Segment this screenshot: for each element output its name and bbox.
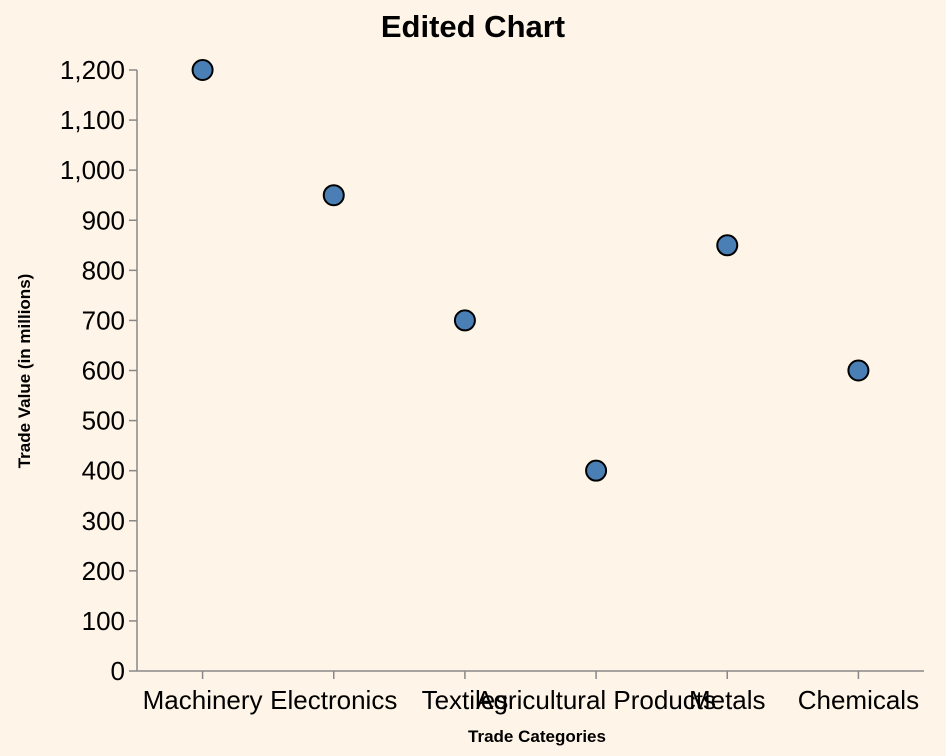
y-tick-label: 500: [82, 406, 125, 436]
data-point: [847, 359, 870, 382]
data-point: [716, 234, 739, 257]
y-tick-label: 200: [82, 556, 125, 586]
data-point: [191, 59, 214, 81]
x-axis-title: Trade Categories: [468, 727, 606, 746]
x-tick-label: Electronics: [270, 685, 397, 715]
y-tick-label: 400: [82, 456, 125, 486]
y-axis: 0 100 200 300 400 500 600 700 800 900 1,000 1,100 1,…: [60, 55, 138, 686]
y-tick-label: 1,200: [60, 55, 125, 85]
y-tick-label: 100: [82, 606, 125, 636]
data-points: [191, 59, 870, 482]
x-tick-label: Metals: [689, 685, 766, 715]
x-tick-label: Agricultural Products: [476, 685, 716, 715]
x-axis: Machinery Electronics TextilesAgricultural…: [137, 670, 924, 715]
chart-title: Edited Chart: [381, 9, 565, 44]
y-tick-label: 700: [82, 305, 125, 335]
x-tick-label: Chemicals: [798, 685, 919, 715]
y-tick-label: 300: [82, 506, 125, 536]
x-tick-label: Machinery: [143, 685, 263, 715]
y-tick-label: 0: [111, 656, 125, 686]
data-point: [322, 184, 345, 207]
y-tick-label: 1,000: [60, 155, 125, 185]
y-tick-label: 800: [82, 255, 125, 285]
y-tick-label: 1,100: [60, 105, 125, 135]
y-tick-label: 600: [82, 356, 125, 386]
data-point: [585, 459, 608, 482]
data-point: [453, 309, 476, 332]
x-tick-label: Textiles: [422, 685, 509, 715]
y-tick-label: 900: [82, 205, 125, 235]
y-axis-title: Trade Value (in millions): [15, 274, 34, 469]
